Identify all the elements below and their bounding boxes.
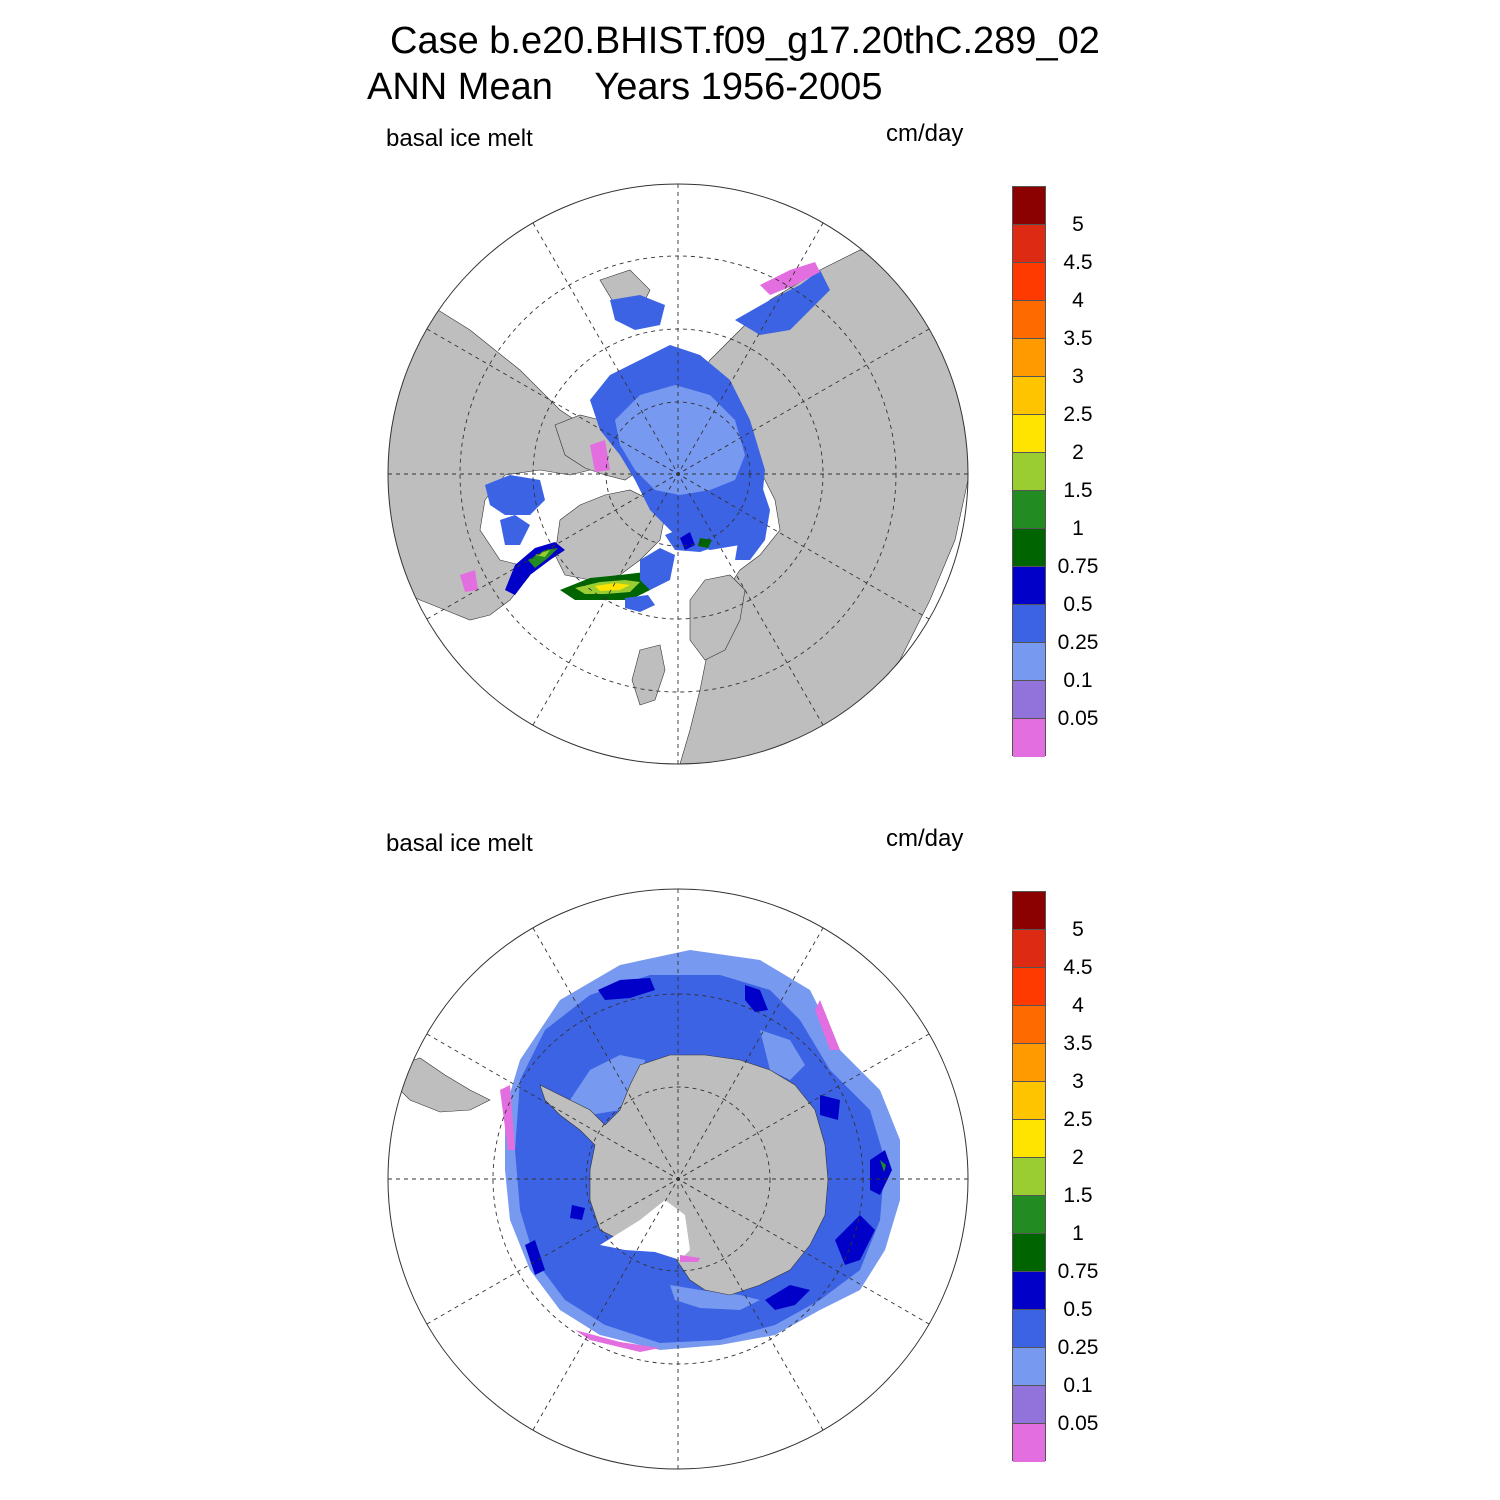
british-isles-land: [631, 644, 666, 706]
melt-05-patch-3: [835, 1215, 875, 1265]
colorbar-tick-label: 3: [1072, 1070, 1084, 1093]
south-colorbar: [1012, 891, 1046, 1462]
colorbar-swatch: [1013, 377, 1045, 415]
colorbar-tick-label: 4: [1072, 289, 1084, 312]
colorbar-swatch: [1013, 1120, 1045, 1158]
colorbar-tick-label: 4.5: [1063, 956, 1093, 979]
colorbar-tick-label: 0.25: [1057, 631, 1099, 654]
colorbar-tick-label: 0.75: [1057, 555, 1099, 578]
colorbar-tick-label: 1: [1072, 1222, 1084, 1245]
south-polar-map: [387, 888, 969, 1470]
colorbar-swatch: [1013, 225, 1045, 263]
colorbar-tick-label: 3.5: [1063, 327, 1093, 350]
colorbar-swatch: [1013, 1234, 1045, 1272]
melt-05-patch-4: [870, 1150, 892, 1195]
colorbar-swatch: [1013, 1044, 1045, 1082]
colorbar-tick-label: 2.5: [1063, 403, 1093, 426]
colorbar-swatch: [1013, 415, 1045, 453]
melt-05-patch-5: [765, 1285, 810, 1310]
colorbar-tick-label: 0.1: [1063, 1374, 1093, 1397]
colorbar-swatch: [1013, 1082, 1045, 1120]
colorbar-swatch: [1013, 930, 1045, 968]
figure-title-line-1: Case b.e20.BHIST.f09_g17.20thC.289_02: [390, 20, 1100, 62]
figure-title-line-2: ANN Mean Years 1956-2005: [367, 66, 883, 108]
colorbar-tick-label: 1.5: [1063, 479, 1093, 502]
colorbar-tick-label: 0.05: [1057, 1412, 1099, 1435]
colorbar-swatch: [1013, 1348, 1045, 1386]
colorbar-tick-label: 1.5: [1063, 1184, 1093, 1207]
north-colorbar: [1012, 186, 1046, 757]
colorbar-tick-label: 5: [1072, 918, 1084, 941]
colorbar-swatch: [1013, 453, 1045, 491]
colorbar-tick-label: 0.5: [1063, 1298, 1093, 1321]
colorbar-swatch: [1013, 1158, 1045, 1196]
north-polar-map: [387, 183, 969, 765]
colorbar-swatch: [1013, 1386, 1045, 1424]
colorbar-swatch: [1013, 892, 1045, 930]
arctic-melt-01: [615, 385, 745, 495]
chukchi-melt: [610, 295, 665, 330]
melt-05-patch-2: [745, 985, 768, 1012]
colorbar-tick-label: 0.05: [1057, 707, 1099, 730]
south-graticule: [388, 889, 968, 1469]
colorbar-swatch: [1013, 187, 1045, 225]
colorbar-swatch: [1013, 681, 1045, 719]
greenland-land: [554, 489, 666, 581]
colorbar-tick-label: 0.75: [1057, 1260, 1099, 1283]
south-variable-label: basal ice melt: [386, 830, 533, 857]
colorbar-tick-label: 4: [1072, 994, 1084, 1017]
hudson-bay-melt: [485, 475, 545, 515]
colorbar-swatch: [1013, 491, 1045, 529]
north-graticule: [388, 184, 968, 764]
colorbar-swatch: [1013, 263, 1045, 301]
colorbar-tick-label: 2: [1072, 441, 1084, 464]
bering-melt: [735, 270, 830, 335]
colorbar-tick-label: 0.1: [1063, 669, 1093, 692]
south-units-label: cm/day: [886, 825, 964, 852]
colorbar-swatch: [1013, 643, 1045, 681]
colorbar-tick-label: 0.5: [1063, 593, 1093, 616]
colorbar-tick-label: 1: [1072, 517, 1084, 540]
colorbar-swatch: [1013, 529, 1045, 567]
colorbar-tick-label: 3: [1072, 365, 1084, 388]
colorbar-swatch: [1013, 567, 1045, 605]
melt-05-patch-1: [598, 978, 655, 1000]
colorbar-swatch: [1013, 1196, 1045, 1234]
colorbar-tick-label: 0.25: [1057, 1336, 1099, 1359]
colorbar-swatch: [1013, 968, 1045, 1006]
colorbar-swatch: [1013, 1424, 1045, 1462]
colorbar-tick-label: 4.5: [1063, 251, 1093, 274]
colorbar-swatch: [1013, 605, 1045, 643]
colorbar-tick-label: 2: [1072, 1146, 1084, 1169]
colorbar-swatch: [1013, 719, 1045, 757]
colorbar-swatch: [1013, 301, 1045, 339]
colorbar-swatch: [1013, 339, 1045, 377]
colorbar-tick-label: 2.5: [1063, 1108, 1093, 1131]
colorbar-swatch: [1013, 1006, 1045, 1044]
colorbar-tick-label: 5: [1072, 213, 1084, 236]
north-america-land: [388, 299, 601, 621]
colorbar-swatch: [1013, 1272, 1045, 1310]
colorbar-tick-label: 3.5: [1063, 1032, 1093, 1055]
north-units-label: cm/day: [886, 120, 964, 147]
colorbar-swatch: [1013, 1310, 1045, 1348]
north-variable-label: basal ice melt: [386, 125, 533, 152]
bering-melt-edge: [760, 262, 820, 295]
south-america-land: [394, 1057, 491, 1113]
scandinavia-land: [689, 574, 746, 661]
